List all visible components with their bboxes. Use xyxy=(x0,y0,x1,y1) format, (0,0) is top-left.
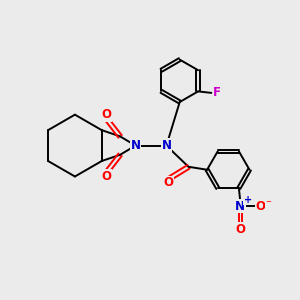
Text: O: O xyxy=(163,176,173,189)
Text: ⁻: ⁻ xyxy=(266,199,271,209)
Text: F: F xyxy=(213,86,221,99)
Text: O: O xyxy=(101,170,111,183)
Text: +: + xyxy=(244,195,252,205)
Text: O: O xyxy=(255,200,265,212)
Text: O: O xyxy=(101,108,111,121)
Text: N: N xyxy=(236,200,245,212)
Text: N: N xyxy=(130,139,141,152)
Text: O: O xyxy=(236,223,245,236)
Text: N: N xyxy=(161,139,172,152)
